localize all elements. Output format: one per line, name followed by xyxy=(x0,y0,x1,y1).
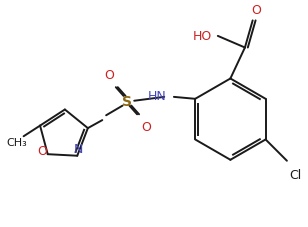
Text: S: S xyxy=(123,94,132,108)
Text: N: N xyxy=(74,143,83,156)
Text: CH₃: CH₃ xyxy=(6,138,27,147)
Text: O: O xyxy=(141,121,151,134)
Text: O: O xyxy=(37,144,47,157)
Text: HO: HO xyxy=(193,30,212,43)
Text: HN: HN xyxy=(148,90,166,103)
Text: Cl: Cl xyxy=(289,168,301,181)
Text: O: O xyxy=(104,69,114,82)
Text: O: O xyxy=(252,4,261,17)
